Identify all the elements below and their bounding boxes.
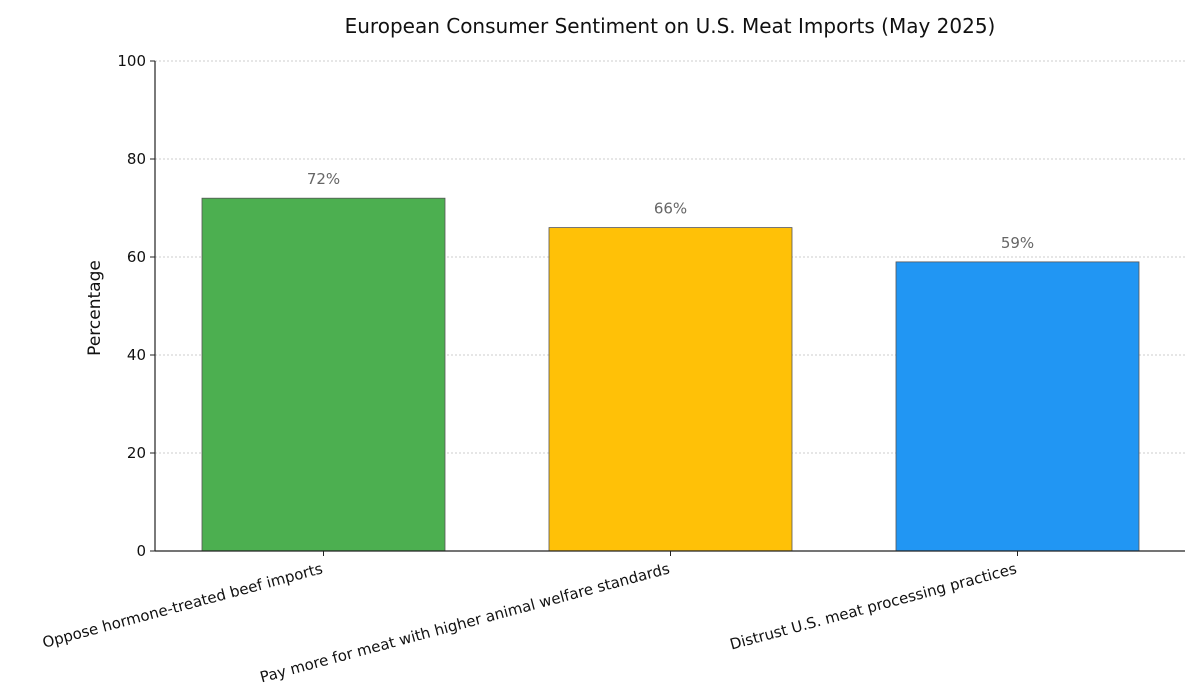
axes-layer: [150, 60, 1185, 556]
bars-layer: [201, 197, 1140, 552]
data-label: 72%: [307, 170, 340, 188]
y-tick-label: 80: [127, 150, 146, 168]
bar-3: [895, 261, 1140, 552]
bar-2: [548, 227, 793, 552]
chart-title: European Consumer Sentiment on U.S. Meat…: [345, 14, 996, 38]
x-tick-label: Oppose hormone-treated beef imports: [40, 559, 324, 651]
y-tick-label: 0: [136, 542, 146, 560]
y-tick-label: 20: [127, 444, 146, 462]
y-tick-label: 40: [127, 346, 146, 364]
y-tick-label: 100: [117, 52, 146, 70]
y-tick-label: 60: [127, 248, 146, 266]
x-tick-label: Pay more for meat with higher animal wel…: [258, 559, 672, 686]
data-label: 59%: [1001, 234, 1034, 252]
x-tick-label: Distrust U.S. meat processing practices: [728, 559, 1019, 653]
bar-1: [201, 197, 446, 552]
data-label: 66%: [654, 200, 687, 218]
y-axis-label: Percentage: [85, 260, 105, 356]
labels-layer: 0 20 40 60 80 100 72% Oppose hormone-treated be…: [40, 52, 1034, 686]
